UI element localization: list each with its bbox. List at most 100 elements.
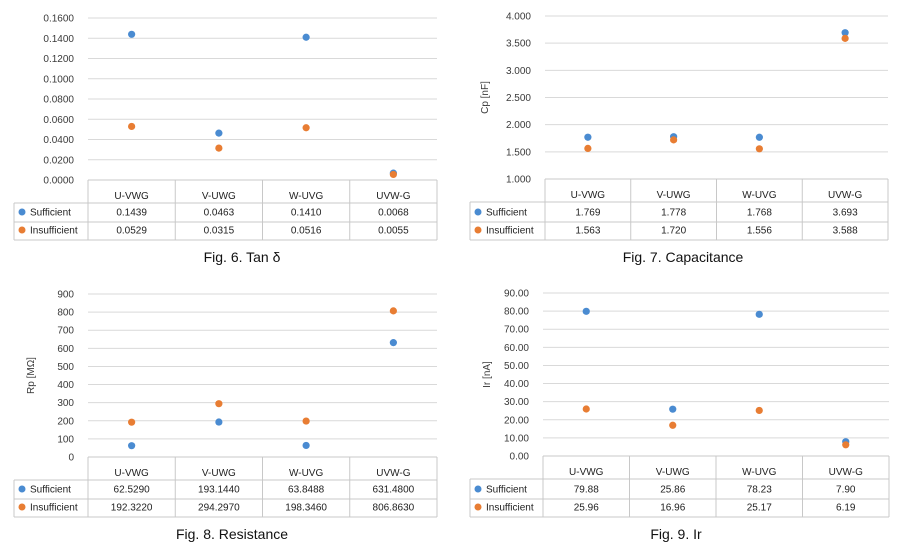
data-point-insufficient bbox=[842, 441, 850, 449]
data-point-insufficient bbox=[755, 145, 763, 153]
series-name-insufficient: Insufficient bbox=[30, 226, 78, 237]
chart-panel-2: 1.000 1.500 2.000 2.500 3.000 3.500 4.000 Cp [n… bbox=[469, 12, 889, 265]
data-point-insufficient bbox=[389, 307, 397, 315]
y-tick-label: 70.00 bbox=[504, 325, 529, 336]
data-label-sufficient: 25.86 bbox=[660, 485, 685, 496]
y-tick-label: 30.00 bbox=[504, 397, 529, 408]
data-label-sufficient: 0.1439 bbox=[116, 208, 147, 219]
y-tick-label: 900 bbox=[57, 290, 74, 301]
y-tick-label: 500 bbox=[57, 362, 74, 373]
data-point-sufficient bbox=[582, 307, 590, 315]
y-tick-label: 0.1400 bbox=[43, 34, 74, 45]
y-tick-label: 0.0800 bbox=[43, 95, 74, 106]
series-name-sufficient: Sufficient bbox=[486, 208, 527, 219]
data-label-insufficient: 16.96 bbox=[660, 503, 685, 514]
category-label: V-UWG bbox=[202, 468, 236, 479]
data-point-insufficient bbox=[302, 124, 310, 132]
data-point-insufficient bbox=[755, 406, 763, 415]
figure-caption: Fig. 9. Ir bbox=[650, 526, 702, 542]
category-label: U-VWG bbox=[114, 468, 149, 479]
series-name-sufficient: Sufficient bbox=[486, 485, 527, 496]
data-point-insufficient bbox=[215, 144, 223, 152]
data-point-sufficient bbox=[389, 339, 397, 347]
y-tick-label: 300 bbox=[57, 398, 74, 409]
category-label: U-VWG bbox=[569, 467, 604, 478]
data-label-insufficient: 25.17 bbox=[747, 503, 772, 514]
data-label-insufficient: 1.556 bbox=[747, 226, 772, 237]
data-label-insufficient: 0.0529 bbox=[116, 226, 147, 237]
category-label: UVW-G bbox=[376, 191, 410, 202]
legend-marker-insufficient bbox=[18, 503, 26, 511]
y-tick-label: 20.00 bbox=[504, 415, 529, 426]
y-tick-label: 100 bbox=[57, 434, 74, 445]
data-point-insufficient bbox=[128, 418, 136, 426]
data-label-sufficient: 631.4800 bbox=[373, 485, 415, 496]
data-point-sufficient bbox=[215, 129, 223, 137]
y-tick-label: 3.000 bbox=[506, 66, 531, 77]
data-label-insufficient: 192.3220 bbox=[111, 503, 153, 514]
y-tick-label: 3.500 bbox=[506, 39, 531, 50]
data-point-insufficient bbox=[670, 136, 678, 144]
y-axis-title: Cp [nF] bbox=[480, 81, 491, 114]
y-tick-label: 0.0600 bbox=[43, 115, 74, 126]
y-tick-label: 40.00 bbox=[504, 379, 529, 390]
chart-panel-3: 0 100 200 300 400 500 600 700 800 900 Rp [MΩ] U-VWG… bbox=[13, 290, 438, 542]
data-point-insufficient bbox=[128, 122, 136, 131]
y-tick-label: 80.00 bbox=[504, 307, 529, 318]
series-name-insufficient: Insufficient bbox=[30, 503, 78, 514]
y-tick-label: 10.00 bbox=[504, 433, 529, 444]
y-axis-title: Rp [MΩ] bbox=[26, 357, 37, 394]
data-label-insufficient: 3.588 bbox=[833, 226, 858, 237]
data-label-sufficient: 0.0068 bbox=[378, 208, 409, 219]
y-tick-label: 1.000 bbox=[506, 175, 531, 186]
y-tick-label: 2.000 bbox=[506, 120, 531, 131]
y-tick-label: 0.1200 bbox=[43, 54, 74, 65]
data-point-sufficient bbox=[841, 29, 849, 37]
data-point-insufficient bbox=[584, 144, 592, 153]
data-label-insufficient: 0.0516 bbox=[291, 226, 322, 237]
data-point-sufficient bbox=[215, 418, 223, 426]
y-tick-label: 0.0400 bbox=[43, 135, 74, 146]
data-label-insufficient: 0.0055 bbox=[378, 226, 409, 237]
category-label: W-UVG bbox=[742, 190, 776, 201]
legend-marker-sufficient bbox=[18, 208, 26, 216]
figure-caption: Fig. 7. Capacitance bbox=[623, 249, 744, 265]
data-point-insufficient bbox=[215, 400, 223, 408]
y-tick-label: 1.500 bbox=[506, 147, 531, 158]
data-label-sufficient: 0.0463 bbox=[204, 208, 235, 219]
y-tick-label: 600 bbox=[57, 344, 74, 355]
category-label: UVW-G bbox=[376, 468, 410, 479]
data-label-sufficient: 193.1440 bbox=[198, 485, 240, 496]
y-tick-label: 4.000 bbox=[506, 12, 531, 23]
data-label-insufficient: 198.3460 bbox=[285, 503, 327, 514]
data-label-sufficient: 62.5290 bbox=[114, 485, 151, 496]
series-name-insufficient: Insufficient bbox=[486, 226, 534, 237]
y-tick-label: 400 bbox=[57, 380, 74, 391]
data-label-insufficient: 1.720 bbox=[661, 226, 686, 237]
data-label-sufficient: 78.23 bbox=[747, 485, 772, 496]
y-tick-label: 50.00 bbox=[504, 361, 529, 372]
category-label: V-UWG bbox=[202, 191, 236, 202]
data-point-sufficient bbox=[128, 442, 136, 450]
data-point-sufficient bbox=[755, 133, 763, 141]
y-tick-label: 700 bbox=[57, 326, 74, 337]
y-tick-label: 2.500 bbox=[506, 93, 531, 104]
data-point-insufficient bbox=[582, 405, 590, 413]
data-point-sufficient bbox=[669, 405, 677, 413]
data-label-insufficient: 294.2970 bbox=[198, 503, 240, 514]
data-point-insufficient bbox=[302, 417, 310, 425]
data-label-sufficient: 1.769 bbox=[575, 208, 600, 219]
data-label-insufficient: 1.563 bbox=[575, 226, 600, 237]
category-label: UVW-G bbox=[829, 467, 863, 478]
data-label-sufficient: 1.768 bbox=[747, 208, 772, 219]
data-label-sufficient: 7.90 bbox=[836, 485, 856, 496]
legend-marker-insufficient bbox=[18, 226, 26, 234]
y-tick-label: 60.00 bbox=[504, 343, 529, 354]
legend-marker-sufficient bbox=[18, 485, 26, 493]
figure-caption: Fig. 6. Tan δ bbox=[204, 249, 281, 265]
chart-panel-1: 0.0000 0.0200 0.0400 0.0600 0.0800 0.1000 0.12… bbox=[13, 14, 438, 265]
data-point-sufficient bbox=[302, 33, 310, 41]
data-point-insufficient bbox=[841, 34, 849, 42]
y-tick-label: 200 bbox=[57, 416, 74, 427]
